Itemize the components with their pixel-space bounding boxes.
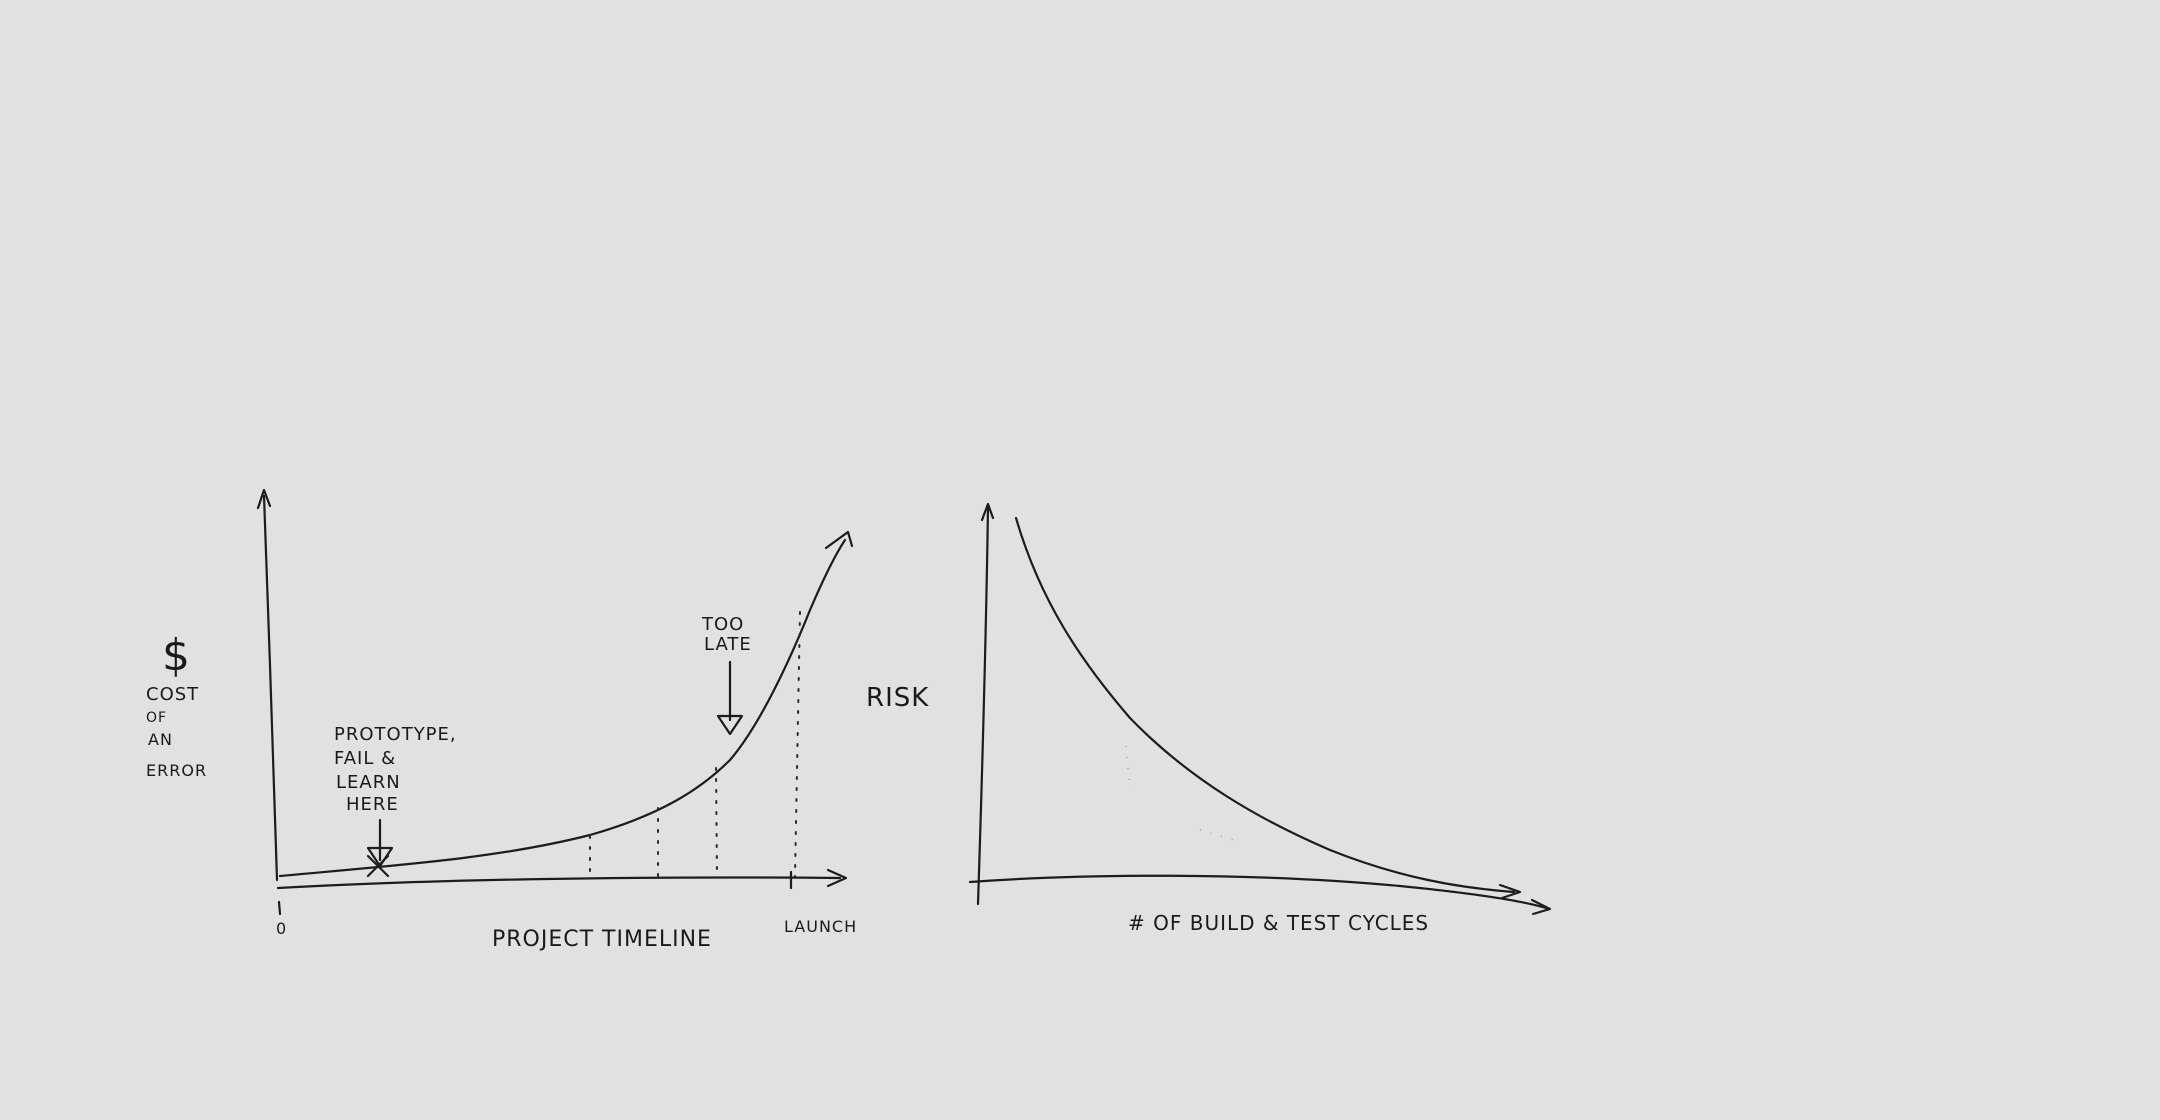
right-x-axis-arrowhead [1530,898,1552,916]
cost-curve [278,538,847,878]
right-y-axis [976,506,990,906]
launch-label: LAUNCH [784,917,857,936]
prototype-label-line1: PROTOTYPE, [334,724,457,745]
dotted-line-3 [715,767,718,877]
y-label-cost: COST [146,684,199,705]
too-late-arrowhead [716,714,744,736]
right-y-axis-arrowhead [980,502,995,522]
y-label-error: ERROR [146,761,207,780]
risk-curve-arrowhead [1498,883,1522,900]
right-x-axis [968,874,1548,910]
faint-mark-1 [1125,745,1131,791]
dotted-line-4 [794,611,801,877]
y-label-of: OF [146,710,167,726]
risk-sketch: RISK # OF BUILD & TEST CYCLES [866,502,1552,935]
build-test-cycles-label: # OF BUILD & TEST CYCLES [1128,911,1429,935]
left-x-axis-arrowhead [826,868,848,888]
left-x-axis [276,876,842,890]
risk-curve [1014,516,1516,894]
left-y-axis [262,494,279,882]
cost-curve-arrowhead [824,530,854,550]
origin-label: 0 [276,919,287,938]
faint-mark-2 [1199,829,1241,843]
prototype-x-mark [366,854,390,878]
origin-tick [277,900,282,916]
prototype-label-line2: FAIL & [334,748,396,769]
too-late-line2: LATE [704,634,752,655]
risk-label: RISK [866,683,929,713]
prototype-label-line3: LEARN [336,772,401,793]
too-late-line1: TOO [701,614,744,635]
prototype-label-line4: HERE [346,794,399,815]
project-timeline-label: PROJECT TIMELINE [492,927,712,952]
cost-of-error-sketch: $ COST OF AN ERROR PROTOTYPE, FAIL & LEA… [146,488,857,952]
dollar-sign: $ [162,630,191,681]
y-label-an: AN [148,730,173,749]
left-y-axis-arrowhead [256,488,272,510]
